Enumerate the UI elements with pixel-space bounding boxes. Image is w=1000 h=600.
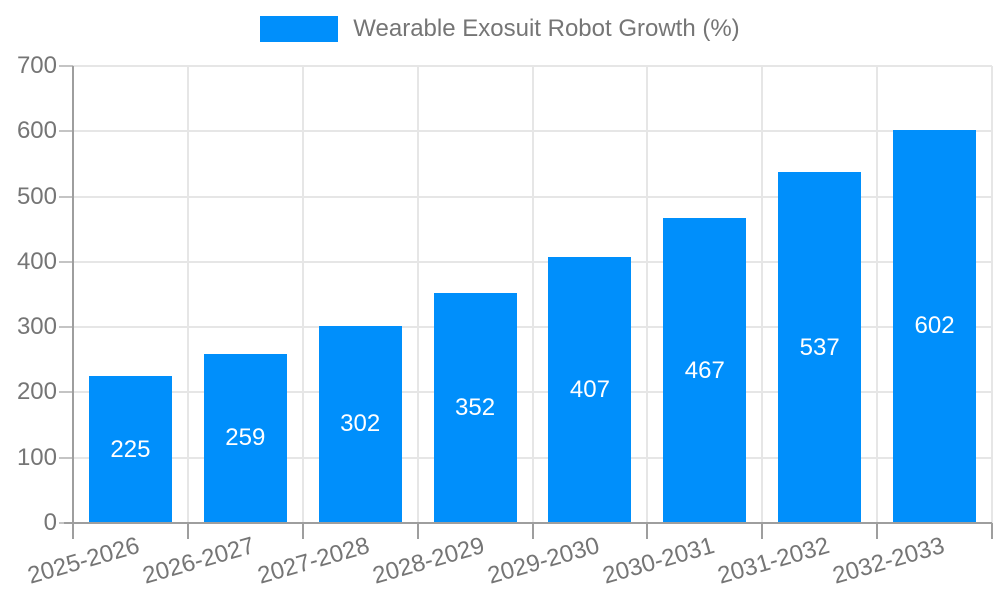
legend-swatch xyxy=(260,16,339,42)
x-axis-tick xyxy=(646,523,649,539)
bar-value-label: 302 xyxy=(340,410,381,438)
bar[interactable]: 407 xyxy=(548,257,632,523)
y-axis-tick xyxy=(59,65,73,67)
bar-value-label: 537 xyxy=(799,333,840,361)
gridline-vertical xyxy=(531,66,534,523)
y-axis-tick-label: 300 xyxy=(16,313,57,341)
y-axis-tick xyxy=(59,260,73,263)
bar-value-label: 225 xyxy=(110,435,151,463)
bar[interactable]: 352 xyxy=(433,293,517,523)
x-axis-tick xyxy=(72,523,74,539)
y-axis-tick-label: 700 xyxy=(16,52,57,79)
bar[interactable]: 537 xyxy=(778,172,862,523)
plot-area: 225 259 302 352 407 467 537 602 xyxy=(73,65,993,523)
y-axis-tick-label: 200 xyxy=(16,378,57,406)
y-axis-tick-label: 500 xyxy=(16,182,57,210)
y-axis-tick xyxy=(59,130,73,133)
gridline-vertical xyxy=(646,66,649,523)
y-axis-tick-label: 0 xyxy=(43,509,57,536)
bar[interactable]: 225 xyxy=(88,376,172,523)
y-axis-line xyxy=(72,66,74,523)
gridline-vertical xyxy=(991,66,993,523)
x-axis-tick xyxy=(301,523,304,539)
legend-label: Wearable Exosuit Robot Growth (%) xyxy=(353,15,740,42)
y-axis-tick-label: 400 xyxy=(16,247,57,275)
gridline-vertical xyxy=(876,66,879,523)
y-axis-tick xyxy=(59,391,73,394)
x-axis-tick xyxy=(416,523,419,539)
bar-value-label: 352 xyxy=(455,394,496,422)
bar[interactable]: 467 xyxy=(663,218,747,523)
gridline-vertical xyxy=(416,66,419,523)
x-axis-tick xyxy=(186,523,189,539)
gridline-vertical xyxy=(761,66,764,523)
x-axis-tick xyxy=(876,523,879,539)
bar-value-label: 407 xyxy=(569,376,610,404)
bar[interactable]: 302 xyxy=(318,325,402,523)
x-axis-tick xyxy=(761,523,764,539)
x-axis-line xyxy=(64,522,992,524)
gridline-vertical xyxy=(186,66,189,523)
y-axis-tick-label: 100 xyxy=(16,443,57,471)
bar[interactable]: 259 xyxy=(203,353,287,523)
y-axis-tick xyxy=(59,456,73,459)
y-axis-tick-label: 600 xyxy=(16,117,57,145)
gridline-vertical xyxy=(301,66,304,523)
bar-value-label: 259 xyxy=(225,424,266,452)
y-axis-tick xyxy=(59,195,73,198)
x-axis-tick xyxy=(991,523,993,539)
bar[interactable]: 602 xyxy=(893,129,977,523)
x-axis-tick xyxy=(531,523,534,539)
chart-legend[interactable]: Wearable Exosuit Robot Growth (%) xyxy=(0,15,1000,43)
y-axis-tick xyxy=(59,326,73,329)
bar-value-label: 467 xyxy=(684,356,725,384)
bar-value-label: 602 xyxy=(914,312,955,340)
